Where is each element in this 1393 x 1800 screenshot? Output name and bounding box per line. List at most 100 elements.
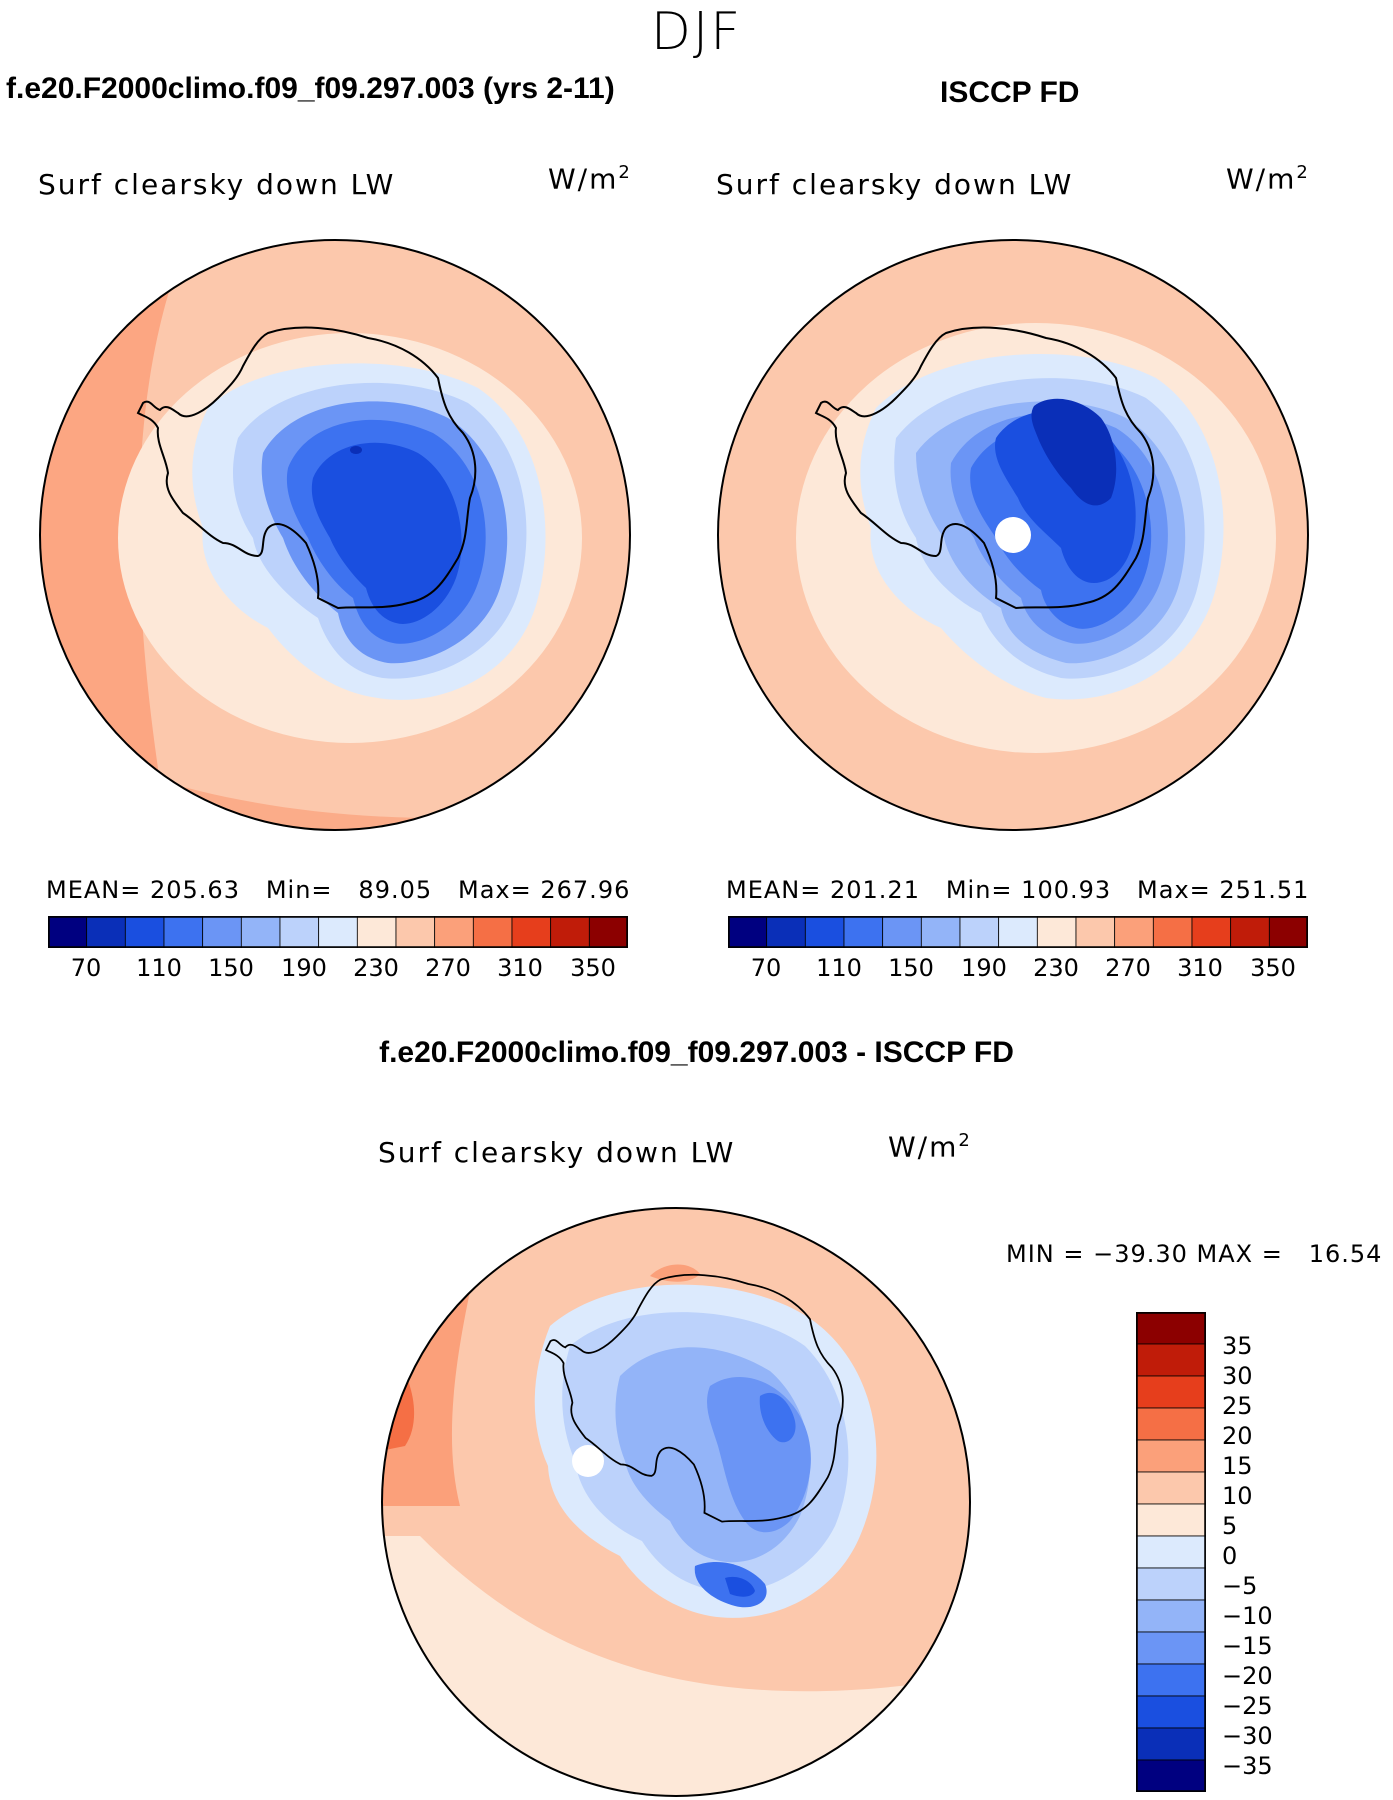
diff-units-label: W/m2 <box>888 1130 972 1164</box>
panel1-tick: 190 <box>281 954 327 982</box>
panel1-tick: 150 <box>208 954 254 982</box>
panel1-variable-label: Surf clearsky down LW <box>38 168 396 201</box>
colorbar-box <box>1136 1535 1206 1569</box>
panel1-tick: 230 <box>353 954 399 982</box>
colorbar-box <box>318 916 358 948</box>
diff-colorbar-label: −15 <box>1222 1632 1273 1660</box>
season-title: DJF <box>650 2 743 62</box>
panel2-tick: 150 <box>888 954 934 982</box>
panel1-colorbar <box>48 916 628 948</box>
panel2-colorbar <box>728 916 1308 948</box>
colorbar-box <box>1230 916 1270 948</box>
panel1-tick: 350 <box>570 954 616 982</box>
panel2-tick: 310 <box>1177 954 1223 982</box>
panel2-tick: 190 <box>961 954 1007 982</box>
colorbar-box <box>202 916 242 948</box>
panel2-tick: 110 <box>816 954 862 982</box>
colorbar-box <box>279 916 320 948</box>
colorbar-box <box>1136 1599 1206 1633</box>
diff-minmax: MIN = −39.30 MAX = 16.54 <box>1006 1240 1383 1268</box>
colorbar-box <box>1268 916 1308 948</box>
colorbar-box <box>766 916 806 948</box>
diff-colorbar <box>1136 1312 1206 1792</box>
colorbar-box <box>1136 1471 1206 1505</box>
panel2-colorbar-boxes <box>728 916 1308 948</box>
colorbar-box <box>550 916 590 948</box>
diff-colorbar-label: 5 <box>1222 1512 1238 1540</box>
panel2-colorbar-ticks: 70 110 150 190 230 270 310 350 <box>728 954 1308 986</box>
panel2-tick: 70 <box>750 954 782 982</box>
diff-colorbar-label: 0 <box>1222 1542 1238 1570</box>
diff-colorbar-labels: 35 30 25 20 15 10 5 0 −5 −10 −15 −20 −25… <box>1222 1312 1302 1792</box>
panel1-tick: 70 <box>70 954 102 982</box>
colorbar-box <box>1191 916 1232 948</box>
diff-colorbar-label: 30 <box>1222 1362 1253 1390</box>
colorbar-box <box>1152 916 1193 948</box>
panel1-units-label: W/m2 <box>548 162 632 196</box>
colorbar-box <box>163 916 204 948</box>
diff-colorbar-label: 25 <box>1222 1392 1253 1420</box>
colorbar-box <box>998 916 1038 948</box>
colorbar-box <box>1136 1695 1206 1729</box>
panel1-tick: 110 <box>136 954 182 982</box>
diff-colorbar-label: 35 <box>1222 1332 1253 1360</box>
diff-colorbar-label: −30 <box>1222 1722 1273 1750</box>
colorbar-box <box>240 916 281 948</box>
diff-colorbar-label: 10 <box>1222 1482 1253 1510</box>
diff-colorbar-label: −25 <box>1222 1692 1273 1720</box>
panel1-stats: MEAN= 205.63 Min= 89.05 Max= 267.96 <box>46 876 631 904</box>
colorbar-box <box>1136 1759 1206 1792</box>
colorbar-box <box>48 916 88 948</box>
diff-colorbar-label: −20 <box>1222 1662 1273 1690</box>
colorbar-box <box>356 916 397 948</box>
panel2-polar-map <box>717 239 1309 831</box>
colorbar-box <box>1136 1343 1206 1377</box>
colorbar-box <box>1136 1631 1206 1665</box>
colorbar-box <box>1136 1375 1206 1409</box>
colorbar-box <box>843 916 884 948</box>
panel2-tick: 350 <box>1250 954 1296 982</box>
colorbar-box <box>804 916 845 948</box>
colorbar-box <box>86 916 126 948</box>
panel1-tick: 310 <box>497 954 543 982</box>
colorbar-box <box>1075 916 1116 948</box>
colorbar-box <box>472 916 513 948</box>
colorbar-box <box>1136 1407 1206 1441</box>
colorbar-box <box>434 916 474 948</box>
panel2-units-label: W/m2 <box>1226 162 1310 196</box>
colorbar-box <box>395 916 436 948</box>
colorbar-box <box>1136 1312 1206 1345</box>
panel1-colorbar-ticks: 70 110 150 190 230 270 310 350 <box>48 954 628 986</box>
panel1-title: f.e20.F2000climo.f09_f09.297.003 (yrs 2-… <box>6 72 615 105</box>
colorbar-box <box>1114 916 1154 948</box>
colorbar-box <box>1136 1439 1206 1473</box>
panel2-title: ISCCP FD <box>940 76 1080 109</box>
diff-colorbar-label: −35 <box>1222 1752 1273 1780</box>
panel2-tick: 270 <box>1105 954 1151 982</box>
panel2-tick: 230 <box>1033 954 1079 982</box>
diff-colorbar-boxes <box>1136 1312 1206 1792</box>
diff-colorbar-label: −5 <box>1222 1572 1258 1600</box>
panel1-polar-map <box>39 239 631 831</box>
panel1-colorbar-boxes <box>48 916 628 948</box>
panel2-stats: MEAN= 201.21 Min= 100.93 Max= 251.51 <box>726 876 1310 904</box>
colorbar-box <box>1036 916 1077 948</box>
colorbar-box <box>588 916 628 948</box>
colorbar-box <box>1136 1567 1206 1601</box>
colorbar-box <box>920 916 961 948</box>
colorbar-box <box>124 916 165 948</box>
colorbar-box <box>1136 1663 1206 1697</box>
diff-colorbar-label: 15 <box>1222 1452 1253 1480</box>
diff-polar-map <box>381 1207 971 1797</box>
panel1-tick: 270 <box>425 954 471 982</box>
diff-title: f.e20.F2000climo.f09_f09.297.003 - ISCCP… <box>379 1036 1014 1069</box>
diff-colorbar-label: 20 <box>1222 1422 1253 1450</box>
colorbar-box <box>511 916 552 948</box>
panel2-variable-label: Surf clearsky down LW <box>716 168 1074 201</box>
colorbar-box <box>1136 1503 1206 1537</box>
colorbar-box <box>882 916 922 948</box>
diff-variable-label: Surf clearsky down LW <box>378 1136 736 1169</box>
colorbar-box <box>1136 1727 1206 1761</box>
colorbar-box <box>959 916 1000 948</box>
diff-colorbar-label: −10 <box>1222 1602 1273 1630</box>
